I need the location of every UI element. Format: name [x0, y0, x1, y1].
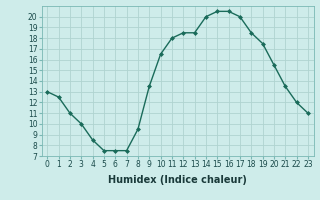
X-axis label: Humidex (Indice chaleur): Humidex (Indice chaleur) [108, 175, 247, 185]
